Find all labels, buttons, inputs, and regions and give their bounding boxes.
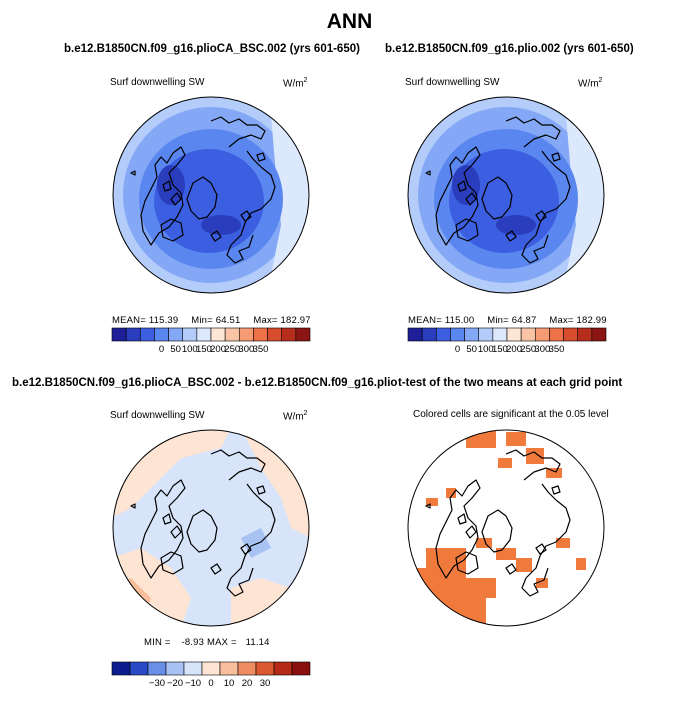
panel-1-mean-label: MEAN= [112,315,146,326]
panel-4-case-title: t-test of the two means at each grid poi… [398,377,623,389]
panel-2-stats: MEAN= 115.00 Min= 64.87 Max= 182.99 [408,315,607,326]
panel-2-variable-label: Surf downwelling SW [405,77,500,88]
panel-1-mean-value: 115.39 [148,315,179,326]
panel-1-min-value: 64.51 [215,315,241,326]
colorbar-tick-label: −30 [149,678,165,689]
panel-2-polar-map [407,96,605,294]
panel-3-min-label: MIN = [144,637,171,648]
panel-3-polar-map [112,429,310,627]
panel-1-min-label: Min= [191,315,213,326]
colorbar-tick-label: 200 [210,344,226,355]
panel-1-max-label: Max= [253,315,278,326]
panel-2-min-value: 64.87 [511,315,537,326]
colorbar-tick-label: 20 [242,678,253,689]
panel-2-min-label: Min= [487,315,509,326]
colorbar-tick-label: 100 [478,344,494,355]
panel-1-stats: MEAN= 115.39 Min= 64.51 Max= 182.97 [112,315,311,326]
colorbar-tick-label: 150 [196,344,212,355]
colorbar-tick-label: 150 [492,344,508,355]
panel-1-units-label: W/m2 [283,77,308,90]
panel-2-mean-value: 115.00 [444,315,475,326]
colorbar-tick-label: 250 [520,344,536,355]
colorbar-tick-label: 10 [224,678,235,689]
panel-3-min-value: -8.93 [181,637,205,648]
colorbar-tick-label: 350 [253,344,269,355]
colorbar-tick-label: 0 [455,344,460,355]
panel-3-case-title: b.e12.B1850CN.f09_g16.plioCA_BSC.002 - b… [12,377,420,389]
panel-3-max-value: 11.14 [245,637,270,648]
colorbar-tick-label: −20 [167,678,183,689]
panel-2-mean-label: MEAN= [408,315,442,326]
colorbar-tick-label: 50 [170,344,181,355]
colorbar-tick-label: 300 [238,344,254,355]
figure-title: ANN [326,10,373,33]
panel-3-variable-label: Surf downwelling SW [110,410,205,421]
colorbar-tick-label: 0 [208,678,213,689]
colorbar-tick-label: 50 [466,344,477,355]
colorbar-tick-label: 300 [534,344,550,355]
colorbar-tick-label: 30 [260,678,271,689]
colorbar-tick-label: 350 [549,344,565,355]
panel-2-case-title: b.e12.B1850CN.f09_g16.plio.002 (yrs 601-… [385,43,634,55]
panel-3-stats: MIN = -8.93 MAX = 11.14 [144,637,270,648]
colorbar-tick-label: −10 [185,678,201,689]
panel-3-units-label: W/m2 [283,410,308,423]
panel-1-case-title: b.e12.B1850CN.f09_g16.plioCA_BSC.002 (yr… [64,43,360,55]
panel-2-max-label: Max= [549,315,574,326]
panel-3-max-label: MAX = [206,637,237,648]
panel-2-max-value: 182.99 [576,315,607,326]
panel-4-subtitle: Colored cells are significant at the 0.0… [413,409,609,420]
panel-1-variable-label: Surf downwelling SW [110,77,205,88]
colorbar-tick-label: 200 [506,344,522,355]
colorbar-tick-label: 0 [159,344,164,355]
colorbar-tick-label: 100 [182,344,198,355]
panel-4-polar-map [407,429,605,627]
colorbar-tick-label: 250 [224,344,240,355]
panel-1-max-value: 182.97 [280,315,311,326]
panel-2-units-label: W/m2 [578,77,603,90]
panel-1-polar-map [112,96,310,294]
panel-3-colorbar: −30 −20 −10 0 10 20 30 [111,661,311,689]
